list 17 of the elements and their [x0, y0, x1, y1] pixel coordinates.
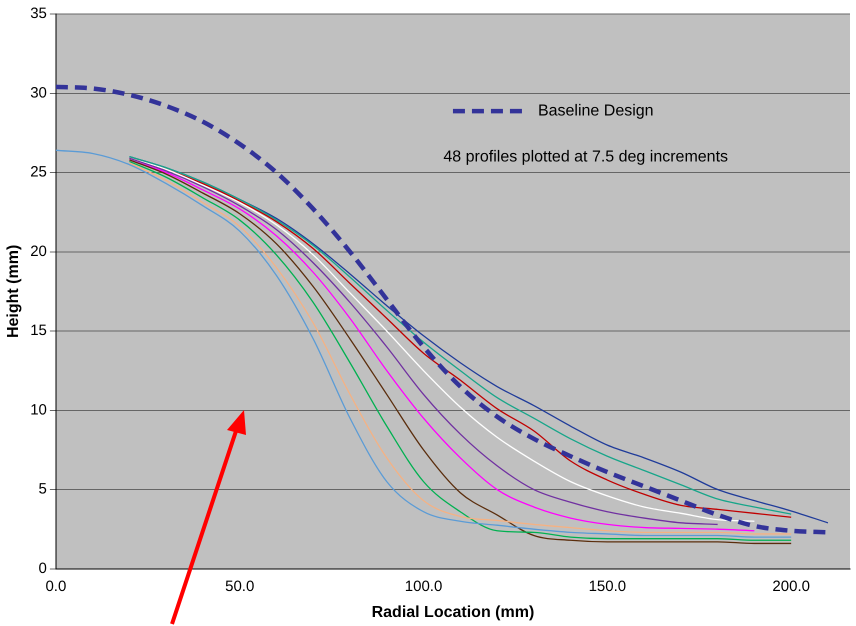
x-tick-label: 100.0: [404, 578, 442, 595]
y-tick-label: 10: [30, 401, 47, 418]
y-tick-label: 0: [38, 560, 47, 577]
legend-label: Baseline Design: [538, 102, 654, 120]
y-tick-label: 35: [30, 5, 47, 22]
x-tick-label: 200.0: [772, 578, 810, 595]
y-axis-title: Height (mm): [5, 244, 22, 338]
y-tick-label: 30: [30, 84, 47, 102]
y-tick-label: 15: [30, 322, 47, 340]
x-tick-label: 150.0: [588, 578, 626, 595]
x-tick-label: 50.0: [225, 578, 254, 595]
y-tick-label: 20: [30, 242, 47, 260]
y-tick-label: 25: [30, 164, 47, 181]
x-tick-label: 0.0: [45, 578, 66, 595]
y-tick-label: 5: [38, 480, 47, 498]
annotation: 48 profiles plotted at 7.5 deg increments: [443, 148, 728, 166]
x-axis-title: Radial Location (mm): [372, 604, 534, 621]
